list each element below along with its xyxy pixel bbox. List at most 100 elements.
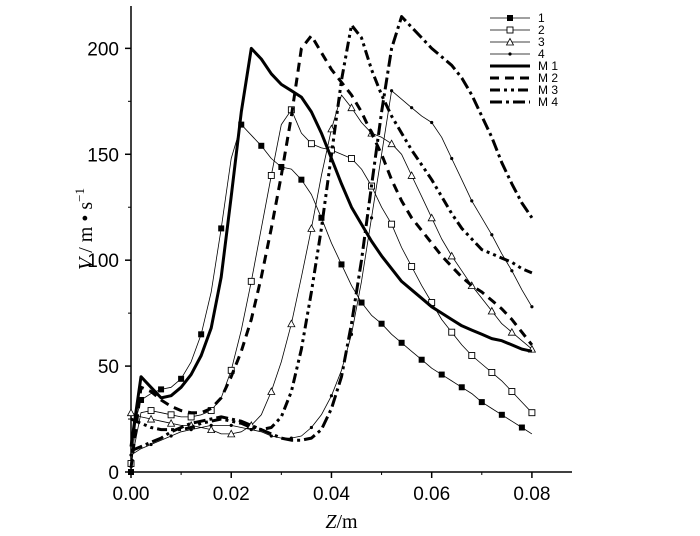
y-axis-variable: V: [75, 255, 97, 270]
legend-label: 4: [538, 47, 545, 61]
y-axis-unit: / m • s: [75, 202, 97, 258]
data-point: [530, 305, 534, 309]
data-point: [227, 429, 236, 438]
data-point: [347, 103, 356, 112]
chart-axes: [130, 6, 572, 473]
data-point: [198, 331, 205, 338]
data-point: [528, 409, 536, 417]
data-point: [458, 384, 465, 391]
y-axis-title: V / m • s−1: [72, 188, 97, 270]
data-point: [146, 414, 156, 423]
data-point: [307, 224, 316, 232]
data-point: [487, 306, 496, 315]
data-point: [387, 139, 396, 148]
y-axis-ticks: 0 50 100 150 200: [87, 39, 131, 484]
data-point: [329, 394, 334, 398]
data-point: [490, 233, 494, 237]
legend-label: M 1: [538, 59, 558, 73]
data-point: [407, 171, 416, 179]
data-point: [247, 277, 255, 285]
y-tick-label: 50: [98, 357, 119, 378]
y-axis-unit-exponent: −1: [72, 188, 87, 202]
legend-label: 2: [538, 23, 545, 37]
data-point: [158, 386, 165, 393]
data-point: [187, 413, 195, 421]
legend-marker: [505, 37, 515, 46]
data-point: [209, 423, 213, 427]
data-point: [327, 124, 336, 133]
series-line: [130, 15, 534, 453]
x-tick-label: 0.02: [213, 484, 250, 505]
data-point: [427, 213, 436, 222]
data-point: [258, 142, 265, 149]
legend-label: M 4: [538, 95, 558, 109]
data-point: [488, 368, 496, 376]
data-point: [408, 263, 416, 270]
legend-label: 1: [538, 11, 545, 25]
series-layer: [126, 15, 537, 475]
legend-label: M 3: [538, 83, 558, 97]
legend-entry: 1: [490, 11, 545, 25]
data-point: [358, 299, 365, 306]
data-point: [508, 388, 516, 395]
legend-entry: M 1: [490, 59, 558, 73]
data-point: [369, 216, 374, 220]
legend-label: M 2: [538, 71, 558, 85]
series-m1: [129, 46, 533, 447]
data-point: [167, 411, 175, 419]
data-point: [287, 319, 296, 328]
x-axis-variable: Z: [325, 511, 337, 533]
series-line: [129, 46, 533, 447]
x-tick-label: 0.08: [513, 484, 550, 505]
legend-label: 3: [538, 35, 545, 49]
data-point: [470, 199, 474, 203]
data-point: [129, 453, 133, 457]
legend-marker: [506, 26, 514, 34]
data-point: [138, 396, 145, 403]
data-point: [169, 434, 173, 438]
data-point: [147, 407, 155, 415]
y-tick-label: 100: [87, 251, 119, 272]
data-point: [126, 408, 136, 417]
x-tick-label: 0.06: [413, 484, 450, 505]
series-m3: [130, 23, 533, 432]
legend-entry: M 4: [490, 95, 558, 109]
data-point: [178, 375, 185, 382]
data-point: [298, 176, 305, 183]
data-point: [318, 214, 325, 221]
y-tick-label: 0: [108, 463, 119, 484]
data-point: [468, 352, 476, 359]
x-tick-label: 0.04: [313, 484, 350, 505]
x-axis-unit: /m: [337, 511, 359, 533]
data-point: [218, 225, 225, 232]
legend-entry: M 3: [490, 83, 558, 97]
data-point: [389, 89, 394, 93]
series-m2: [129, 34, 534, 468]
data-point: [388, 220, 396, 228]
data-point: [430, 120, 434, 125]
data-point: [447, 251, 456, 260]
data-point: [207, 425, 216, 434]
data-point: [510, 269, 514, 273]
data-point: [398, 339, 405, 346]
data-point: [309, 425, 314, 430]
series-line: [129, 34, 534, 468]
data-point: [498, 411, 505, 418]
data-point: [166, 418, 176, 427]
legend-entry: 4: [490, 47, 545, 61]
y-tick-label: 150: [87, 145, 119, 166]
data-point: [348, 155, 355, 162]
data-point: [418, 356, 425, 363]
data-point: [267, 172, 275, 179]
data-point: [478, 399, 485, 406]
data-point: [338, 261, 345, 268]
legend-entry: 2: [490, 23, 545, 37]
x-axis-ticks: 0.00 0.02 0.04 0.06 0.08: [113, 472, 550, 505]
series-3: [126, 94, 537, 438]
data-point: [507, 327, 517, 336]
data-point: [307, 140, 315, 148]
x-axis-title: Z/m: [325, 511, 358, 533]
data-point: [149, 442, 153, 447]
